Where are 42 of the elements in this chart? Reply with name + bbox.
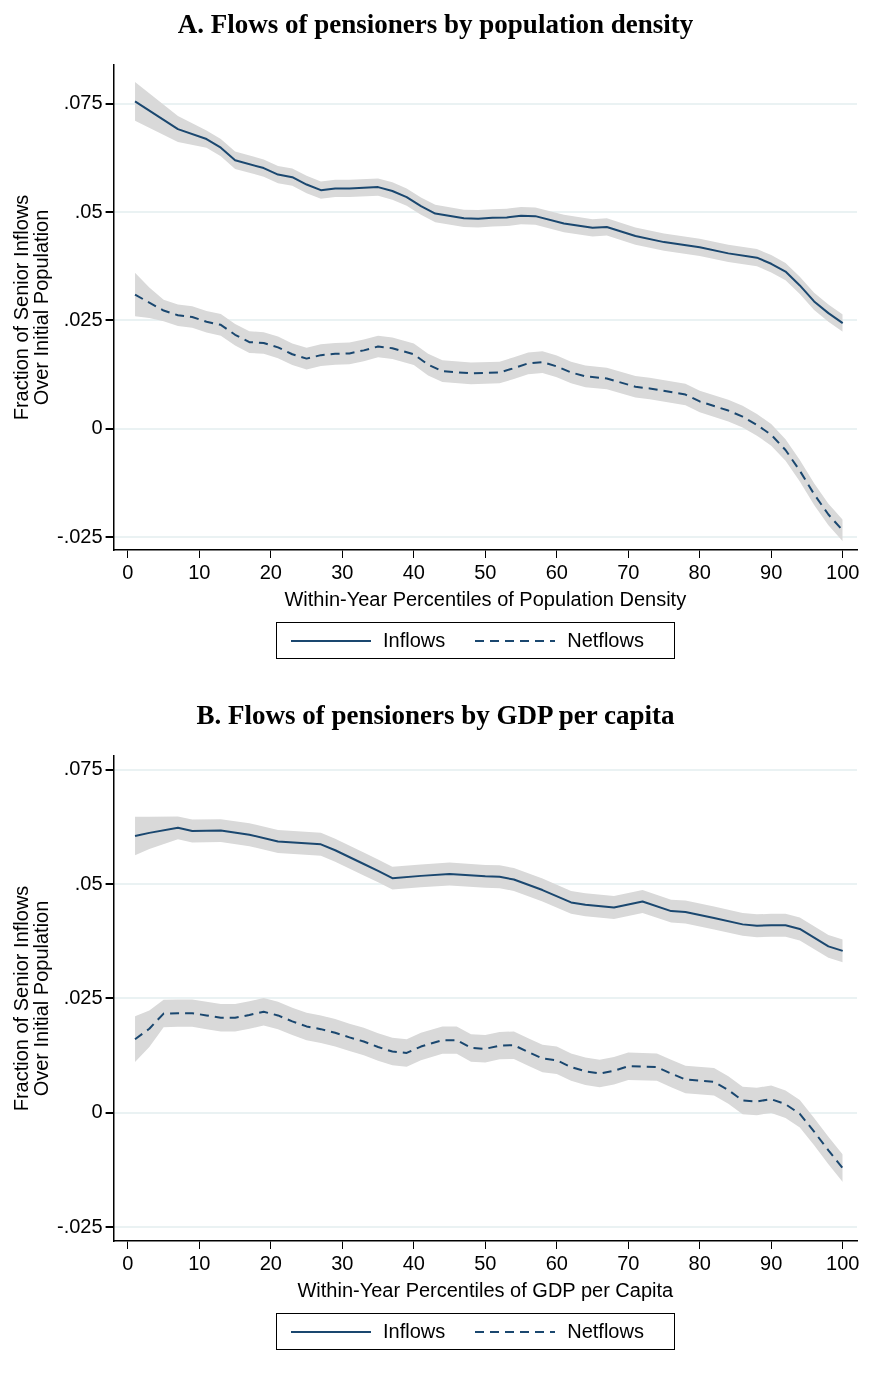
- y-tick-label: .025: [63, 308, 103, 331]
- x-tick-label: 0: [122, 560, 134, 583]
- x-tick-label: 20: [259, 560, 282, 583]
- x-tick-label: 50: [474, 1251, 497, 1274]
- x-tick-label: 100: [826, 1251, 860, 1274]
- x-axis-title: Within-Year Percentiles of Population Density: [284, 587, 687, 610]
- x-tick-label: 30: [331, 1251, 354, 1274]
- legend-label: Netflows: [567, 629, 644, 652]
- x-axis-title: Within-Year Percentiles of GDP per Capita: [297, 1278, 675, 1301]
- x-tick-label: 40: [402, 560, 425, 583]
- y-tick-label: -.025: [56, 1214, 103, 1237]
- x-tick-label: 100: [826, 560, 860, 583]
- legend-label: Inflows: [383, 629, 446, 652]
- x-tick-label: 50: [474, 560, 497, 583]
- x-tick-label: 70: [617, 560, 640, 583]
- chart-title: B. Flows of pensioners by GDP per capita: [195, 699, 676, 732]
- x-tick-label: 60: [545, 560, 568, 583]
- x-tick-label: 80: [688, 1251, 711, 1274]
- x-tick-label: 0: [122, 1251, 134, 1274]
- x-tick-label: 20: [259, 1251, 282, 1274]
- y-axis-title: Fraction of Senior Inflows Over Initial Population: [9, 885, 52, 1112]
- y-tick-label: .075: [63, 91, 103, 114]
- x-tick-label: 90: [760, 560, 783, 583]
- legend-label: Netflows: [567, 1320, 644, 1343]
- x-tick-label: 40: [402, 1251, 425, 1274]
- chart-title: A. Flows of pensioners by population density: [176, 8, 695, 41]
- x-tick-label: 70: [617, 1251, 640, 1274]
- x-tick-label: 30: [331, 560, 354, 583]
- legend-label: Inflows: [383, 1320, 446, 1343]
- y-tick-label: .05: [74, 199, 103, 222]
- y-tick-label: -.025: [56, 524, 103, 547]
- y-axis-title: Fraction of Senior Inflows Over Initial Population: [9, 194, 52, 421]
- x-tick-label: 10: [188, 560, 211, 583]
- x-tick-label: 80: [688, 560, 711, 583]
- y-tick-label: .025: [63, 986, 103, 1009]
- x-tick-label: 90: [760, 1251, 783, 1274]
- x-tick-label: 60: [545, 1251, 568, 1274]
- y-tick-label: .05: [74, 871, 103, 894]
- y-tick-label: 0: [91, 1100, 103, 1123]
- x-tick-label: 10: [188, 1251, 211, 1274]
- y-tick-label: .075: [63, 757, 103, 780]
- y-tick-label: 0: [91, 416, 103, 439]
